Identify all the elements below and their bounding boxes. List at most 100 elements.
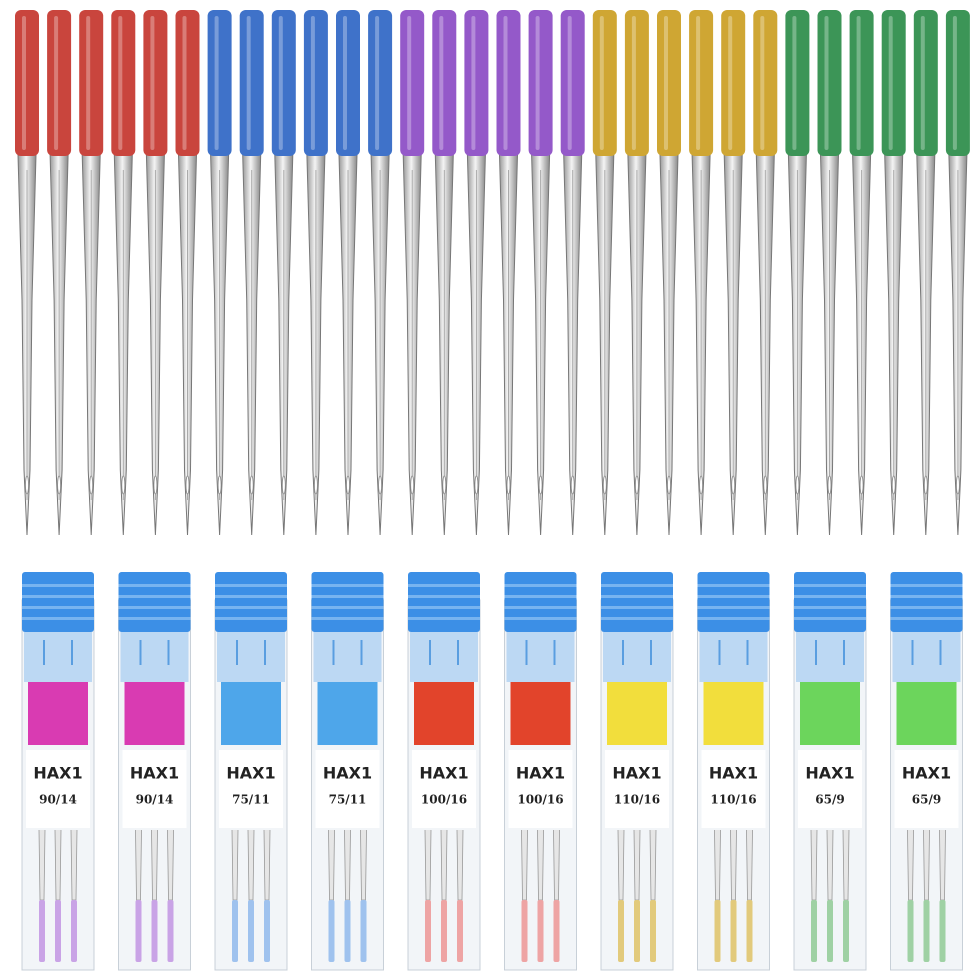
case-size: 75/11 [232,793,270,807]
needle-head [175,10,200,156]
case-needle-tip [634,900,640,962]
needle-eye [153,475,158,495]
needle-case: HAX1 90/14 [118,572,191,971]
cap-ridge [118,617,191,620]
case-needle-tip [811,900,817,962]
needle-head-shine [54,16,59,150]
needle-head-shine [407,16,412,150]
case-label [412,750,476,828]
cap-ridge [408,584,480,587]
case-needle [456,829,464,901]
case-needle [746,829,753,901]
case-needle [360,829,367,901]
needle-eye [313,475,318,495]
color-swatch [221,682,281,745]
case-needle-tip [55,900,61,962]
cap-ridge [311,584,384,587]
needle-case: HAX1 65/9 [890,572,963,971]
case-needle-tip [939,900,946,962]
cap-ridge [890,606,963,609]
needle-head-shine [567,16,572,150]
case-needle-tip [151,900,158,962]
needle-head-shine [22,16,26,150]
needle-head [432,10,457,156]
needle-eye [538,475,543,495]
color-swatch [703,682,764,745]
case-needle-tip [746,900,753,962]
needle-eye [217,475,222,495]
case-needle [344,829,351,901]
needle-eye [121,475,126,495]
case-needle-tip [248,900,254,962]
case-needle-tip [135,900,142,962]
case-needle [923,829,930,901]
case-needle [939,829,946,901]
case-cap [697,572,770,632]
needle-eye [827,475,832,495]
needle-eye [346,475,350,495]
needle-head [528,10,553,156]
needle-head-shine [471,16,476,150]
case-needle-tip [71,900,77,962]
needle-head [817,10,842,156]
case-brand: HAX1 [33,764,82,783]
cap-ridge [890,584,963,587]
needle-head-shine [246,16,251,150]
case-cap [408,572,480,632]
case-needle-tip [360,900,367,962]
needle-head-shine [824,16,829,150]
case-brand: HAX1 [902,764,951,783]
cap-ridge [215,617,287,620]
needle-case: HAX1 90/14 [21,572,95,971]
needle-head-shine [535,16,540,150]
cap-ridge [794,584,866,587]
cap-ridge [697,595,770,598]
cap-ridge [601,617,673,620]
cap-ridge [311,617,384,620]
case-needle-tip [923,900,930,962]
case-needle [633,829,641,901]
needle-eye [442,475,447,495]
case-needle-tip [907,900,914,962]
needle-head-shine [728,16,733,150]
case-brand: HAX1 [130,764,179,783]
case-needle-tip [167,900,174,962]
needle-head [721,10,746,156]
case-needle-tip [650,900,656,962]
cap-ridge [215,584,287,587]
case-cap [601,572,673,632]
case-needle [135,829,142,901]
cap-ridge [601,584,673,587]
case-label [508,750,573,828]
case-cap [311,572,384,632]
case-brand: HAX1 [226,764,275,783]
color-swatch [28,682,88,745]
cap-ridge [22,595,94,598]
case-needle-tip [521,900,528,962]
needle-head [560,10,585,156]
case-window [892,632,961,682]
needle-head-shine [118,16,123,150]
needle-head [15,10,39,156]
cap-ridge [890,595,963,598]
needle-head-shine [696,16,701,150]
needle-head [336,10,360,156]
case-needle [231,829,239,901]
case-needle [826,829,834,901]
case-needle [521,829,528,901]
case-needle-tip [843,900,849,962]
cap-ridge [601,595,673,598]
cap-ridge [215,606,287,609]
case-size: 90/14 [136,793,174,807]
needle-head [689,10,714,156]
needle-head [303,10,328,156]
needle-case: HAX1 100/16 [407,572,481,971]
case-needle [553,829,560,901]
cap-ridge [601,606,673,609]
case-window [410,632,478,682]
needle-head-shine [278,16,283,150]
case-cap [504,572,577,632]
color-swatch [800,682,860,745]
needle-eye [763,475,768,495]
